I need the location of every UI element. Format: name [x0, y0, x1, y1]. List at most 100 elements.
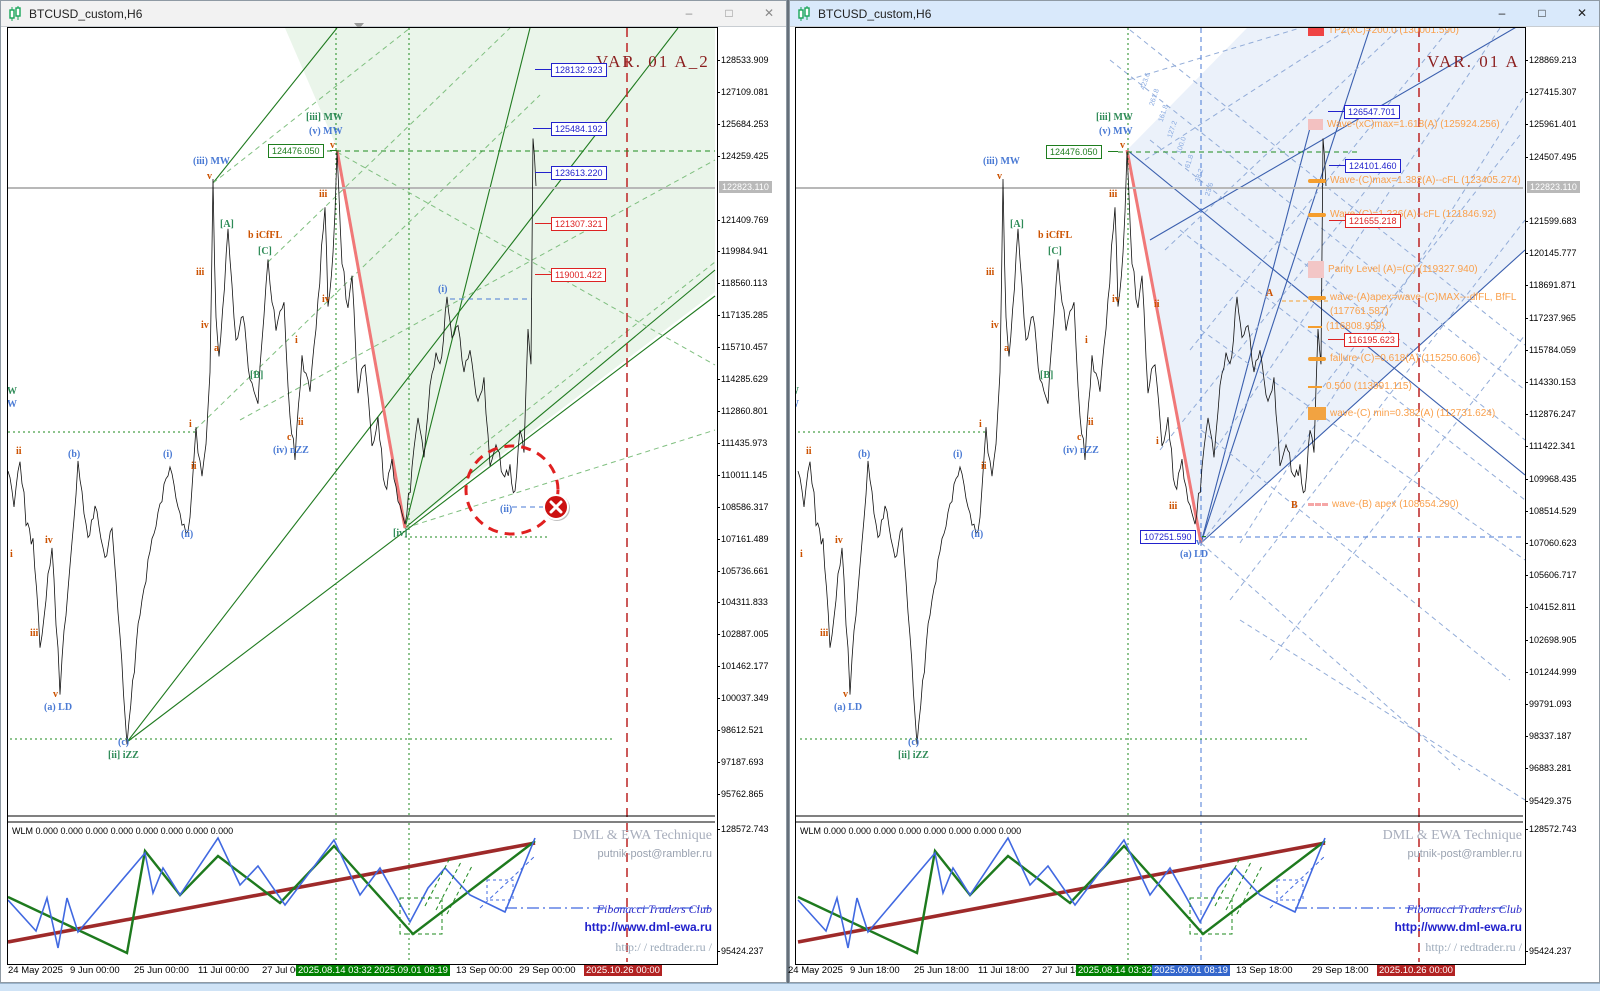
price-tick: 100037.349: [717, 693, 769, 704]
wave-label: W: [7, 386, 17, 397]
price-level-box[interactable]: 107251.590: [1140, 530, 1196, 544]
price-box-connector: [1329, 220, 1345, 221]
workspace-bottom-strip[interactable]: [0, 983, 1600, 991]
fib-annotation: (116808.959): [1308, 321, 1385, 332]
var-scenario-label: VAR. 01 A_2: [596, 52, 710, 71]
price-tick: 125961.401: [1525, 119, 1577, 130]
minimize-button[interactable]: –: [685, 6, 693, 20]
annotation-marker-icon: [1308, 325, 1322, 328]
window-title: BTCUSD_custom,H6: [29, 6, 143, 21]
price-tick: 111422.341: [1524, 441, 1576, 452]
time-axis-label: 9 Jun 00:00: [70, 965, 120, 976]
watermark-dml: DML & EWA Technique: [572, 828, 712, 843]
time-axis-label[interactable]: 2025.10.26 00:00: [1377, 965, 1455, 976]
time-axis-label[interactable]: 2025.09.01 08:19: [1152, 965, 1230, 976]
price-tick: 107161.489: [717, 533, 769, 544]
price-box-connector: [1328, 111, 1344, 112]
price-tick: 101244.999: [1525, 666, 1577, 677]
time-axis-label: 25 Jun 00:00: [134, 965, 189, 976]
candlestick-icon: [798, 5, 810, 21]
price-level-box[interactable]: 124476.050: [1046, 145, 1102, 159]
price-level-box[interactable]: 116195.623: [1344, 333, 1399, 347]
price-tick: 124507.495: [1525, 151, 1577, 162]
wave-label: [iii] MW: [306, 112, 343, 123]
indicator-scale-tick: 95424.237: [717, 946, 764, 956]
price-tick: 118560.113: [716, 278, 768, 289]
maximize-button[interactable]: □: [1538, 6, 1546, 20]
price-box-connector: [330, 150, 337, 151]
price-tick: 102887.005: [717, 629, 769, 640]
wave-label: (iii) MW: [983, 156, 1020, 167]
time-axis-label: 13 Sep 18:00: [1236, 965, 1293, 976]
watermark-redtrader-url: http:/ / redtrader.ru /: [1425, 940, 1522, 954]
price-level-box[interactable]: 124101.460: [1345, 159, 1401, 173]
price-box-connector: [535, 69, 551, 70]
price-tick: 95429.375: [1525, 795, 1572, 806]
price-tick: 105606.717: [1525, 570, 1577, 581]
time-axis-label: 25 Jun 18:00: [914, 965, 969, 976]
wave-label: i: [1156, 436, 1159, 447]
price-level-box[interactable]: 121655.218: [1345, 214, 1401, 228]
watermark-fibonacci-club: Fibonacci Traders Club: [1406, 902, 1522, 916]
fib-annotation: 0.500 (113991.115): [1308, 381, 1412, 392]
price-level-box[interactable]: 124476.050: [268, 144, 324, 158]
close-button[interactable]: ✕: [763, 6, 775, 20]
wave-label: (b): [858, 449, 871, 460]
time-axis-label: 9 Jun 18:00: [850, 965, 900, 976]
price-box-connector: [535, 274, 551, 275]
titlebar-right[interactable]: BTCUSD_custom,H6 – □ ✕: [790, 1, 1599, 27]
wave-label: v: [843, 689, 848, 700]
wave-label: ii: [1154, 299, 1160, 310]
wave-label: W: [796, 399, 799, 410]
wave-label: ii: [16, 446, 22, 457]
price-tick: 98612.521: [717, 725, 764, 736]
watermark-email: putnik-post@rambler.ru: [1407, 848, 1523, 860]
wave-label: i: [10, 549, 13, 560]
minimize-button[interactable]: –: [1498, 6, 1506, 20]
annotation-marker-icon: [1308, 503, 1328, 506]
price-level-box[interactable]: 123613.220: [551, 166, 607, 180]
fib-annotation: failure-(C)=0.618(A) (115250.606): [1308, 353, 1480, 364]
wave-label: (a) LD: [834, 702, 863, 713]
wave-label: (a) LD: [1180, 549, 1209, 560]
price-level-box[interactable]: 126547.701: [1344, 105, 1400, 119]
fib-annotation: wave-(A)apex=wave-(C)MAX---dfFL, BfFL: [1308, 292, 1516, 303]
watermark-email: putnik-post@rambler.ru: [597, 848, 713, 860]
fib-annotation: Parity Level (A)=(C) (119327.940): [1308, 261, 1478, 278]
price-box-connector: [535, 172, 551, 173]
price-tick: 117135.285: [717, 310, 768, 321]
time-axis-label: 24 May 2025: [8, 965, 63, 976]
wave-label: iv: [201, 320, 209, 331]
price-tick: 119984.941: [717, 246, 768, 257]
price-level-box[interactable]: 121307.321: [551, 217, 607, 231]
wave-label: a: [1004, 343, 1009, 354]
price-tick: 121409.769: [717, 214, 769, 225]
price-tick: 128869.213: [1525, 55, 1577, 65]
price-tick: 99791.093: [1525, 699, 1572, 709]
time-axis-label[interactable]: 2025.09.01 08:19: [372, 965, 450, 976]
price-tick: 128533.909: [717, 55, 769, 65]
wave-label: (ii): [971, 529, 984, 540]
price-level-box[interactable]: 128132.923: [551, 63, 607, 77]
price-level-box[interactable]: 119001.422: [551, 268, 606, 282]
wave-label: i: [189, 419, 192, 430]
watermark-dml-ewa-url: http://www.dml-ewa.ru: [584, 920, 712, 934]
price-tick: 117237.965: [1525, 312, 1576, 323]
candlestick-icon: [9, 5, 21, 21]
close-button[interactable]: ✕: [1576, 6, 1588, 20]
chart-plot-right[interactable]: (iii) MW v iii iv a [A] b iCfFL [C] [B] i ii c (iv) …: [795, 27, 1526, 965]
wave-label: (c): [908, 737, 920, 748]
annotation-marker-icon: [1308, 356, 1326, 361]
price-tick: 104152.811: [1525, 602, 1576, 613]
time-axis-label[interactable]: 2025.10.26 00:00: [584, 965, 662, 976]
wave-label: [A]: [220, 219, 234, 230]
chart-plot-left[interactable]: (iii) MW v iii iv a [A] b iCfFL [C] [B] i ii c (iv) …: [7, 27, 718, 965]
wave-label: a: [214, 343, 219, 354]
wave-label: [ii] iZZ: [898, 750, 929, 761]
time-axis-label[interactable]: 2025.08.14 03:32: [296, 965, 374, 976]
time-axis-label[interactable]: 2025.08.14 03:32: [1076, 965, 1154, 976]
titlebar-left[interactable]: BTCUSD_custom,H6 – □ ✕: [1, 1, 786, 27]
price-level-box[interactable]: 125484.192: [551, 122, 607, 136]
time-axis-label: 11 Jul 18:00: [978, 965, 1030, 976]
maximize-button[interactable]: □: [725, 6, 733, 20]
